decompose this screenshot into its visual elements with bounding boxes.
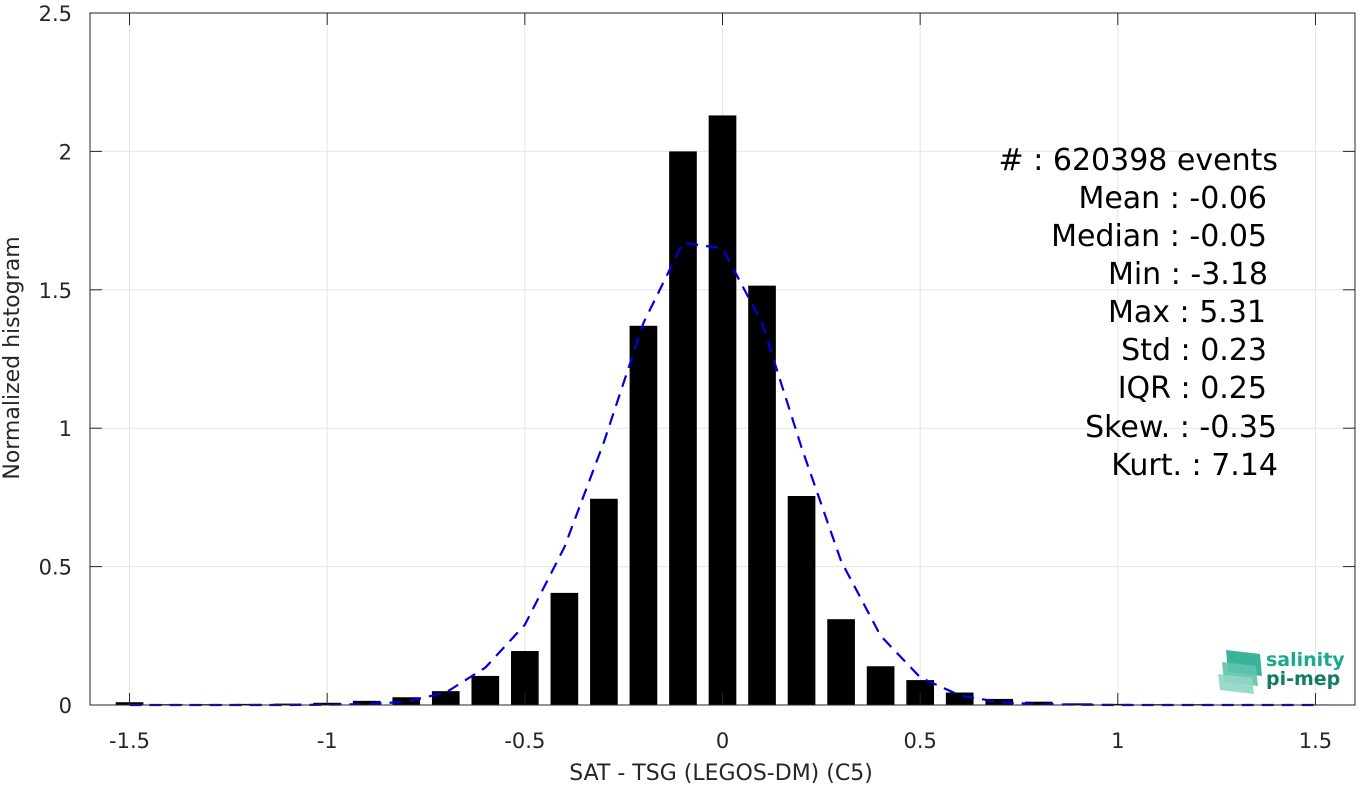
histogram-bar bbox=[708, 115, 737, 705]
histogram-bar bbox=[629, 325, 658, 705]
stats-annotation: # : 620398 events Mean : -0.06 Median : … bbox=[999, 143, 1278, 483]
histogram-bar bbox=[787, 496, 816, 705]
stats-line: Median : -0.05 bbox=[1051, 219, 1267, 254]
logo-text-salinity: salinity bbox=[1266, 649, 1345, 671]
x-tick-label: -1 bbox=[317, 729, 338, 753]
histogram-bar bbox=[234, 703, 262, 705]
x-tick-label: 1 bbox=[1111, 729, 1124, 753]
y-tick-label: 1.5 bbox=[39, 279, 72, 303]
y-tick-label: 0 bbox=[59, 694, 72, 718]
salinity-pi-mep-logo: salinity pi-mep bbox=[1218, 649, 1345, 694]
histogram-bar bbox=[471, 675, 500, 705]
x-tick-label: 0.5 bbox=[903, 729, 936, 753]
stats-line: IQR : 0.25 bbox=[1118, 371, 1267, 406]
histogram-bar bbox=[866, 666, 895, 705]
histogram-bar bbox=[669, 151, 697, 705]
y-tick-label: 2.5 bbox=[39, 2, 72, 26]
x-axis-title: SAT - TSG (LEGOS-DM) (C5) bbox=[569, 761, 873, 785]
tick-labels: -1.5 -1 -0.5 0 0.5 1 1.5 0 0.5 1 1.5 2 2.5 bbox=[39, 2, 1333, 753]
histogram-bar bbox=[748, 285, 776, 705]
histogram-bar bbox=[827, 619, 855, 705]
histogram-bar bbox=[273, 703, 302, 705]
logo-text-pi-mep: pi-mep bbox=[1266, 668, 1340, 690]
stats-line: Mean : -0.06 bbox=[1078, 181, 1267, 216]
stats-line: # : 620398 events bbox=[999, 143, 1278, 178]
histogram-bar bbox=[352, 700, 381, 705]
stats-line: Std : 0.23 bbox=[1121, 333, 1267, 368]
histogram-bar bbox=[1024, 701, 1053, 705]
stats-line: Max : 5.31 bbox=[1108, 295, 1266, 330]
y-tick-label: 0.5 bbox=[39, 556, 72, 580]
histogram-bars bbox=[115, 115, 1330, 705]
histogram-bar bbox=[550, 592, 579, 705]
histogram-bar bbox=[1064, 703, 1093, 705]
axes bbox=[89, 12, 1356, 706]
histogram-bar bbox=[392, 697, 421, 705]
histogram-bar bbox=[431, 691, 460, 705]
x-tick-label: -0.5 bbox=[504, 729, 545, 753]
histogram-bar bbox=[945, 692, 974, 705]
histogram-bar bbox=[590, 498, 618, 705]
x-tick-label: 0 bbox=[716, 729, 729, 753]
logo-mark-icon bbox=[1218, 650, 1262, 694]
y-axis-title: Normalized histogram bbox=[0, 236, 25, 479]
stats-line: Skew. : -0.35 bbox=[1085, 410, 1277, 445]
y-tick-label: 1 bbox=[59, 417, 72, 441]
histogram-bar bbox=[985, 698, 1014, 705]
stats-line: Kurt. : 7.14 bbox=[1111, 448, 1278, 483]
x-tick-label: -1.5 bbox=[109, 729, 150, 753]
y-tick-label: 2 bbox=[59, 140, 72, 164]
stats-line: Min : -3.18 bbox=[1108, 257, 1268, 292]
x-tick-label: 1.5 bbox=[1299, 729, 1332, 753]
